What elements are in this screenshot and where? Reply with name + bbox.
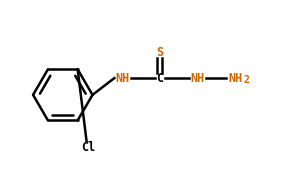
Text: S: S: [156, 46, 163, 59]
Text: NH: NH: [228, 72, 242, 85]
Text: NH: NH: [115, 72, 129, 85]
Text: 2: 2: [243, 75, 249, 85]
Text: Cl: Cl: [81, 140, 96, 153]
Text: NH: NH: [190, 72, 205, 85]
Text: C: C: [156, 72, 163, 85]
